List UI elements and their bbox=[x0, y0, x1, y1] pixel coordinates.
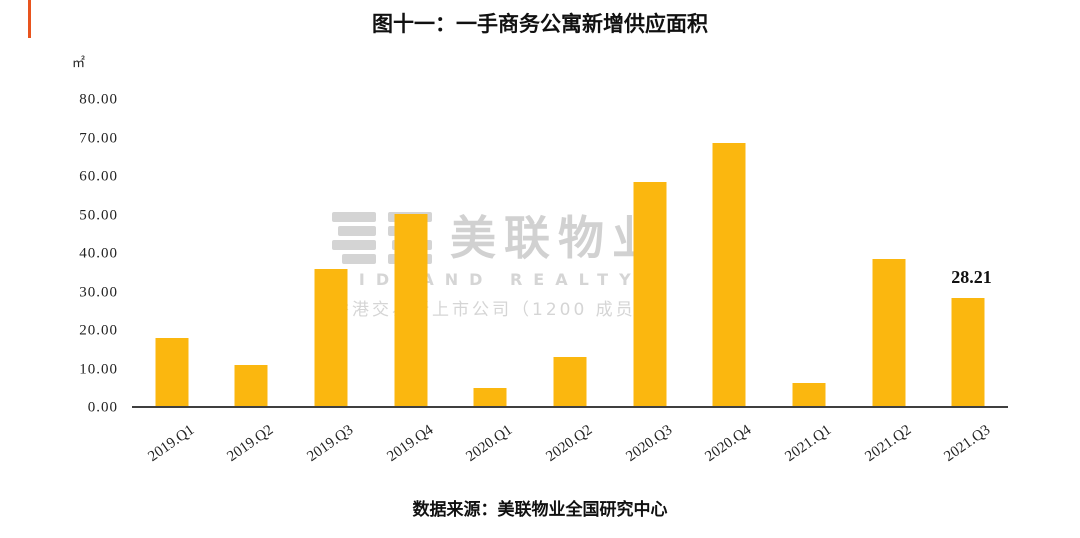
x-slot: 2021.Q3 bbox=[928, 412, 1008, 482]
x-slot: 2020.Q1 bbox=[451, 412, 531, 482]
x-slot: 2021.Q1 bbox=[769, 412, 849, 482]
bar-slot bbox=[769, 100, 849, 406]
y-tick-label: 0.00 bbox=[87, 399, 118, 416]
x-tick-label: 2019.Q3 bbox=[304, 422, 357, 465]
left-accent-line bbox=[28, 0, 31, 38]
x-tick-label: 2020.Q2 bbox=[543, 422, 596, 465]
bar-slot bbox=[849, 100, 929, 406]
y-tick-label: 70.00 bbox=[79, 130, 118, 146]
bar-value-label: 28.21 bbox=[951, 267, 992, 288]
x-slot: 2019.Q4 bbox=[371, 412, 451, 482]
bar-2019.Q1 bbox=[155, 337, 189, 406]
x-slot: 2020.Q3 bbox=[610, 412, 690, 482]
y-tick-label: 80.00 bbox=[79, 91, 118, 108]
bar-slot bbox=[371, 100, 451, 406]
bar-slot bbox=[212, 100, 292, 406]
y-axis-unit-label: ㎡ bbox=[72, 55, 86, 70]
bar-slot bbox=[610, 100, 690, 406]
y-tick-label: 20.00 bbox=[79, 322, 118, 339]
x-slot: 2021.Q2 bbox=[849, 412, 929, 482]
bar-slot: 28.21 bbox=[928, 100, 1008, 406]
x-tick-label: 2021.Q1 bbox=[782, 422, 835, 465]
y-tick-label: 10.00 bbox=[79, 361, 118, 377]
data-source-caption: 数据来源：美联物业全国研究中心 bbox=[412, 500, 668, 520]
bar-2020.Q1 bbox=[473, 388, 507, 406]
bar-2020.Q2 bbox=[553, 356, 587, 406]
y-tick-label: 30.00 bbox=[79, 284, 118, 300]
y-tick-label: 40.00 bbox=[79, 245, 118, 262]
x-tick-label: 2020.Q1 bbox=[463, 422, 516, 465]
x-slot: 2019.Q1 bbox=[132, 412, 212, 482]
x-slot: 2019.Q3 bbox=[291, 412, 371, 482]
x-tick-label: 2019.Q4 bbox=[384, 422, 436, 465]
bar-2020.Q4 bbox=[712, 142, 746, 406]
x-axis: 2019.Q1 2019.Q2 2019.Q3 2019.Q4 2020.Q1 2020.… bbox=[132, 412, 1008, 482]
x-slot: 2019.Q2 bbox=[212, 412, 292, 482]
bar-slot bbox=[530, 100, 610, 406]
x-tick-label: 2019.Q2 bbox=[224, 422, 277, 465]
bar-slot bbox=[291, 100, 371, 406]
bar-2020.Q3 bbox=[633, 182, 667, 406]
y-tick-label: 60.00 bbox=[79, 168, 118, 185]
bar-2019.Q3 bbox=[314, 269, 348, 406]
chart-title: 图十一：一手商务公寓新增供应面积 bbox=[372, 12, 708, 36]
bar-slot bbox=[689, 100, 769, 406]
plot-area: 28.21 bbox=[132, 100, 1008, 408]
bar-2021.Q3 bbox=[951, 298, 985, 406]
x-tick-label: 2021.Q2 bbox=[861, 422, 914, 465]
x-tick-label: 2020.Q3 bbox=[622, 422, 675, 465]
bars: 28.21 bbox=[132, 100, 1008, 406]
bar-2019.Q2 bbox=[234, 365, 268, 406]
y-axis: 80.00 70.00 60.00 50.00 40.00 30.00 20.00 10.00… bbox=[50, 92, 126, 416]
bar-slot bbox=[451, 100, 531, 406]
x-slot: 2020.Q4 bbox=[689, 412, 769, 482]
bar-2021.Q2 bbox=[872, 258, 906, 406]
x-tick-label: 2021.Q3 bbox=[941, 422, 994, 465]
bar-2019.Q4 bbox=[394, 214, 428, 406]
bar-2021.Q1 bbox=[792, 382, 826, 406]
x-slot: 2020.Q2 bbox=[530, 412, 610, 482]
watermark-cn-text: 美联物业 bbox=[450, 211, 666, 265]
x-tick-label: 2020.Q4 bbox=[702, 422, 755, 465]
y-tick-label: 50.00 bbox=[79, 207, 118, 223]
x-tick-label: 2019.Q1 bbox=[145, 422, 198, 465]
bar-slot bbox=[132, 100, 212, 406]
